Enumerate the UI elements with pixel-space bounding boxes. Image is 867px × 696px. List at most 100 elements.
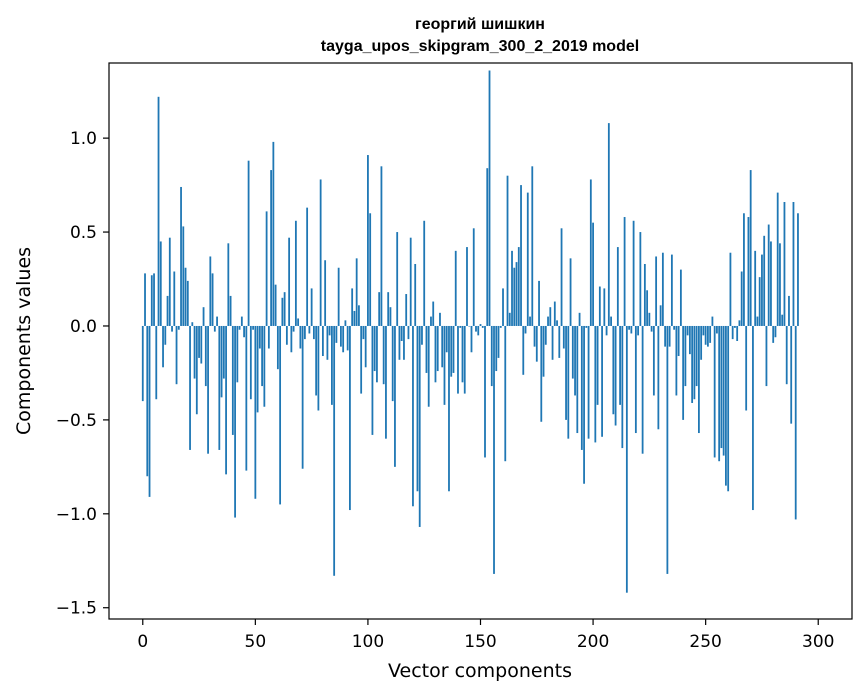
bar: [632, 220, 635, 326]
bar: [294, 220, 297, 326]
bar: [490, 325, 493, 387]
bar: [702, 325, 705, 336]
bar: [558, 325, 561, 358]
bar: [303, 325, 306, 340]
bar: [625, 325, 628, 593]
bar: [763, 235, 766, 326]
bar: [360, 325, 363, 394]
bar: [668, 325, 671, 347]
bar: [713, 325, 716, 458]
bar: [414, 263, 417, 326]
bar: [502, 288, 504, 326]
bar: [556, 320, 558, 326]
bar: [466, 247, 468, 326]
y-axis-label: Components values: [13, 247, 35, 435]
bar: [623, 217, 626, 326]
bar: [270, 170, 273, 326]
bar: [745, 325, 748, 411]
bar: [231, 325, 234, 435]
bar: [549, 307, 552, 326]
bar: [396, 232, 399, 326]
bar: [218, 325, 221, 450]
bar: [193, 325, 196, 379]
bar: [718, 325, 721, 462]
bar: [247, 160, 250, 326]
bar: [497, 325, 500, 358]
bar: [565, 325, 567, 420]
bar: [547, 316, 549, 326]
bar: [562, 325, 565, 349]
x-tick-label: 100: [352, 632, 384, 652]
bar: [722, 325, 725, 456]
bar: [576, 325, 579, 434]
bar: [526, 192, 529, 326]
bar: [691, 325, 694, 403]
bar: [301, 325, 304, 469]
bar: [164, 325, 167, 345]
bar: [648, 312, 651, 326]
bar: [513, 267, 516, 326]
bar: [337, 267, 340, 326]
bar: [364, 325, 367, 368]
bar: [261, 325, 263, 387]
bar: [387, 292, 390, 326]
bar: [236, 325, 239, 383]
bar: [382, 325, 385, 385]
bar: [258, 325, 261, 349]
bar: [263, 325, 266, 407]
bar: [243, 325, 245, 338]
bar: [191, 322, 194, 326]
bar: [538, 280, 540, 326]
bar: [175, 325, 178, 385]
y-tick-label: −0.5: [56, 411, 97, 431]
bar: [695, 325, 698, 387]
bar: [403, 325, 405, 360]
bar: [324, 260, 327, 326]
bar: [779, 243, 781, 326]
bar: [319, 179, 322, 326]
bar: [378, 292, 381, 326]
bar: [349, 325, 351, 511]
bar: [610, 316, 612, 326]
x-tick-label: 200: [577, 632, 609, 652]
bar: [472, 228, 475, 326]
bar: [499, 325, 502, 328]
bar: [736, 325, 739, 341]
bar: [409, 237, 412, 326]
x-tick-label: 250: [689, 632, 721, 652]
bar: [682, 325, 685, 420]
bar: [727, 325, 730, 492]
bar: [619, 325, 621, 405]
bar: [407, 325, 410, 340]
bar: [463, 325, 466, 394]
bar: [785, 325, 788, 385]
bar: [189, 325, 191, 450]
bar: [150, 275, 153, 326]
bar: [308, 325, 311, 334]
bar: [571, 325, 574, 379]
bar: [265, 211, 268, 326]
bar: [542, 325, 545, 377]
bar: [486, 168, 489, 326]
bar: [675, 325, 678, 396]
y-tick-label: −1.0: [56, 505, 97, 525]
bar: [679, 269, 682, 326]
bar: [743, 213, 745, 326]
bar: [551, 325, 554, 360]
bar: [148, 325, 151, 497]
chart-title-line-2: tayga_upos_skipgram_300_2_2019 model: [321, 38, 639, 55]
bar: [788, 295, 790, 326]
bar: [524, 325, 527, 334]
bar: [657, 325, 660, 430]
bar: [267, 325, 270, 349]
bar: [461, 325, 464, 383]
bar: [412, 325, 414, 507]
bar: [612, 325, 615, 415]
bar: [209, 256, 212, 326]
bar: [774, 325, 777, 338]
bar: [141, 325, 144, 402]
bar: [146, 325, 149, 477]
bar: [281, 297, 284, 326]
bar: [520, 185, 522, 326]
